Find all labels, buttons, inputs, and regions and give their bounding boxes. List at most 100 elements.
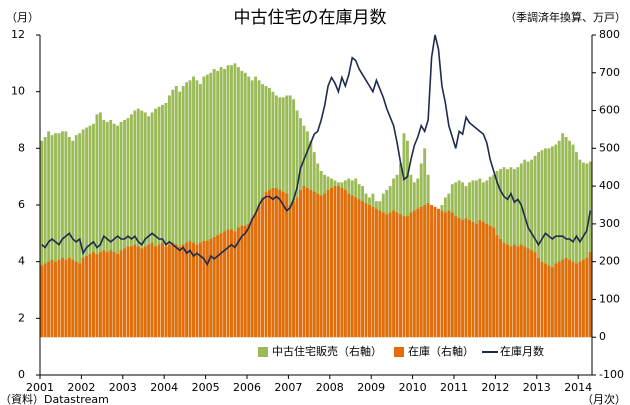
bar <box>54 261 57 338</box>
x-tick-label: 2002 <box>67 381 95 394</box>
bar <box>502 242 506 338</box>
bar <box>116 254 120 338</box>
bar <box>409 212 413 338</box>
bar <box>198 84 202 338</box>
bar <box>330 188 333 338</box>
bar <box>174 244 178 338</box>
bar <box>88 125 92 338</box>
bar <box>499 239 503 338</box>
bar <box>361 201 365 338</box>
bar <box>468 220 471 338</box>
bar <box>74 135 78 338</box>
bar <box>236 227 240 338</box>
bar <box>212 69 216 338</box>
y-tick-label: 4 <box>18 255 25 268</box>
bar <box>537 257 540 338</box>
bar <box>105 121 109 338</box>
bar <box>161 104 164 338</box>
legend-label: 在庫（右軸） <box>408 344 474 358</box>
bar <box>205 74 209 338</box>
bar <box>98 112 102 338</box>
x-tick-label: 2012 <box>481 381 509 394</box>
bar <box>533 155 537 338</box>
legend-label: 中古住宅販売（右軸） <box>272 344 382 358</box>
bar <box>550 267 554 338</box>
bar <box>205 240 209 338</box>
bar <box>98 252 102 338</box>
bar <box>581 259 585 338</box>
bar <box>412 210 416 338</box>
bar <box>378 210 382 338</box>
bar <box>347 193 351 338</box>
bar <box>78 263 82 338</box>
bar <box>64 259 68 338</box>
bar <box>471 222 475 338</box>
bar <box>264 191 268 338</box>
bar <box>416 208 420 338</box>
bar <box>167 244 171 338</box>
x-note: （月次） <box>582 392 626 405</box>
bar <box>405 216 409 338</box>
bar <box>261 197 264 338</box>
bar <box>57 133 61 338</box>
bar <box>136 246 140 338</box>
bar <box>95 114 99 338</box>
bar <box>40 265 44 338</box>
x-tick-label: 2004 <box>150 381 178 394</box>
bar <box>50 135 54 338</box>
bar <box>157 244 161 338</box>
bar <box>57 259 61 338</box>
bar <box>571 261 575 338</box>
bar <box>519 244 523 338</box>
legend-label: 在庫月数 <box>500 344 544 358</box>
bar <box>426 203 430 338</box>
bar <box>395 212 399 338</box>
bar <box>112 123 116 338</box>
bar <box>450 212 454 338</box>
y2-tick-label: 800 <box>599 28 620 41</box>
bar <box>526 248 530 338</box>
bar <box>129 246 133 338</box>
bar <box>302 186 306 338</box>
bar <box>581 162 585 338</box>
bar <box>47 131 51 338</box>
y2-tick-label: 700 <box>599 66 620 79</box>
bar <box>230 65 233 338</box>
bar <box>119 121 123 338</box>
bar <box>181 244 185 338</box>
bar <box>309 189 313 338</box>
bar <box>564 137 568 338</box>
bar <box>95 254 99 338</box>
y2-axis-label: （季調済年換算、万戸） <box>505 10 626 24</box>
y2-tick-label: 0 <box>599 330 606 343</box>
bar <box>364 203 368 338</box>
bar <box>357 199 361 338</box>
bar <box>198 242 202 338</box>
x-tick-label: 2010 <box>399 381 427 394</box>
bar <box>85 256 89 338</box>
bar <box>243 225 247 338</box>
y-tick-label: 2 <box>18 311 25 324</box>
bar <box>492 227 496 338</box>
y-tick-label: 6 <box>18 198 25 211</box>
bar <box>340 188 344 338</box>
bar <box>250 218 254 338</box>
bar <box>164 103 168 338</box>
bar <box>67 137 71 338</box>
x-tick-label: 2014 <box>564 381 592 394</box>
bar <box>557 261 561 338</box>
bar <box>285 193 289 338</box>
bar <box>126 118 130 338</box>
bar <box>140 110 144 338</box>
bar <box>54 133 57 338</box>
bar <box>60 257 64 338</box>
y-tick-label: 8 <box>18 141 25 154</box>
bar <box>185 242 189 338</box>
bar <box>495 235 499 338</box>
bar <box>354 197 358 338</box>
bar <box>136 108 140 338</box>
bar <box>402 216 406 338</box>
bar <box>554 263 558 338</box>
bar <box>295 197 299 338</box>
bar <box>188 80 192 338</box>
